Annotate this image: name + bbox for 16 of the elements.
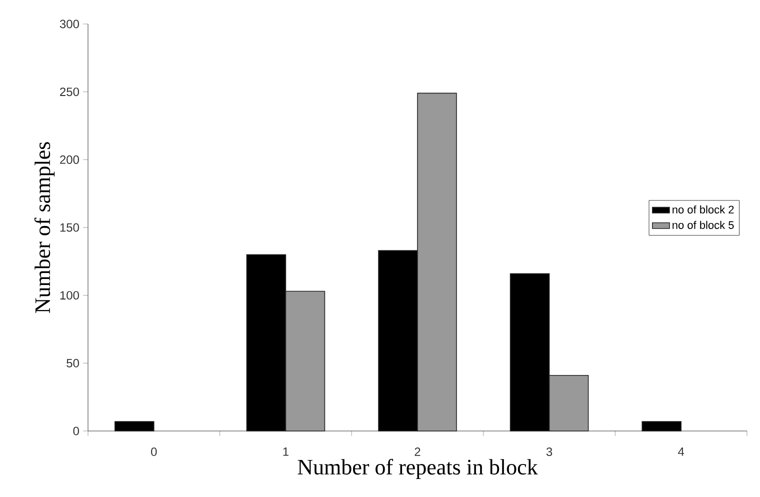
y-tick-label: 300 bbox=[60, 20, 80, 28]
x-tick-label: 2 bbox=[414, 448, 420, 456]
y-tick-label: 200 bbox=[60, 155, 80, 164]
y-tick-label: 50 bbox=[66, 358, 80, 368]
y-tick-label: 250 bbox=[60, 88, 80, 96]
x-tick-label: 3 bbox=[546, 448, 552, 456]
y-tick-label: 0 bbox=[73, 426, 80, 436]
y-tick-label: 150 bbox=[60, 223, 80, 232]
x-tick-label: 0 bbox=[151, 448, 157, 456]
x-tick-label: 1 bbox=[283, 448, 288, 456]
x-tick-label: 4 bbox=[678, 448, 684, 456]
y-tick-label: 100 bbox=[60, 291, 80, 300]
legend-label: no of block 5 bbox=[672, 220, 734, 229]
y-axis-title: Number of samples bbox=[34, 142, 55, 314]
legend-label: no of block 2 bbox=[672, 205, 734, 214]
x-axis-title: Number of repeats in block bbox=[298, 458, 538, 480]
